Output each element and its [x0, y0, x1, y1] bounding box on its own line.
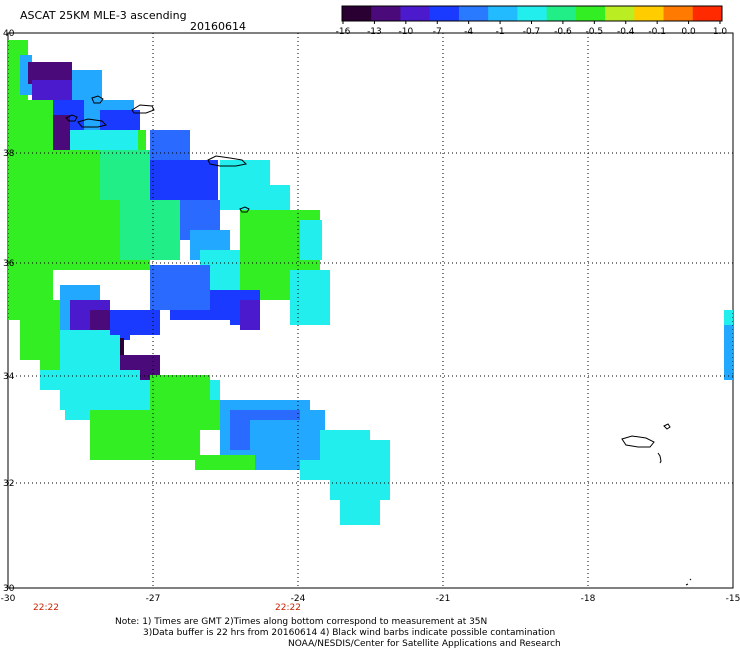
colorbar-label: -0.6: [554, 27, 572, 37]
desertas-island: [657, 452, 662, 464]
graticule: [7, 32, 734, 589]
longitude-label: -27: [146, 594, 161, 604]
longitude-label: -18: [581, 594, 596, 604]
colorbar-swatch: [517, 6, 548, 21]
pass-time-label: 22:22: [33, 603, 59, 613]
colorbar-label: -0.4: [617, 27, 635, 37]
swath-cell: [300, 220, 322, 260]
swath-cell: [65, 400, 90, 420]
azores-island-pico: [131, 104, 155, 114]
longitude-label: -24: [291, 594, 306, 604]
azores-island-sao-jorge: [65, 114, 107, 128]
swath-cell: [300, 460, 370, 480]
colorbar-swatch: [429, 6, 460, 21]
colorbar-swatch: [546, 6, 577, 21]
colorbar-swatch: [575, 6, 606, 21]
latitude-label: 38: [3, 149, 15, 159]
colorbar-label: -4: [464, 27, 473, 37]
colorbar-swatch: [663, 6, 694, 21]
colorbar-label: -10: [398, 27, 413, 37]
swath-cell: [240, 300, 260, 330]
swath-cell: [100, 150, 150, 200]
colorbar-label: -7: [433, 27, 442, 37]
footer-note-2: 3)Data buffer is 22 hrs from 20160614 4)…: [143, 628, 556, 638]
azores-island-flores: [91, 95, 104, 104]
latitude-label: 32: [3, 479, 14, 489]
footer-note-1: Note: 1) Times are GMT 2)Times along bot…: [115, 617, 488, 627]
swath-cell: [32, 80, 72, 100]
latitude-label: 36: [3, 259, 15, 269]
product-title: ASCAT 25KM MLE-3 ascending: [20, 9, 187, 22]
colorbar-label: -0.1: [648, 27, 666, 37]
product-date: 20160614: [190, 20, 246, 33]
swath-cell: [340, 490, 380, 525]
savage-island: [685, 578, 692, 586]
swath-cell: [150, 130, 190, 160]
colorbar: -16 -13 -10 -7 -4 -1 -0.7 -0.6 -0.5 -0.4 -0.1 0.0 1.…: [336, 5, 728, 37]
coastlines: [65, 95, 692, 586]
colorbar-label: 0.0: [681, 27, 696, 37]
colorbar-label: 1.0: [713, 27, 728, 37]
latitude-label: 40: [3, 29, 15, 39]
longitude-label: -21: [436, 594, 451, 604]
swath-cell: [52, 115, 70, 150]
swath-cell: [72, 70, 102, 100]
longitude-label: -15: [726, 594, 740, 604]
axis-labels: -30 -27 -24 -21 -18 -15 40 38 36 34 32 30 22:22 22:22: [1, 29, 740, 613]
colorbar-swatch: [458, 6, 489, 21]
colorbar-swatch: [634, 6, 665, 21]
swath-cell: [150, 265, 210, 310]
swath-cell: [195, 455, 255, 470]
colorbar-label: -1: [496, 27, 505, 37]
porto-santo-island: [663, 423, 671, 430]
swath-cell: [90, 410, 200, 460]
longitude-label: -30: [1, 594, 16, 604]
colorbar-swatch: [400, 6, 431, 21]
swath-cell: [138, 130, 146, 150]
colorbar-swatch: [342, 6, 372, 21]
azores-island-santa-maria: [239, 206, 250, 213]
swath-cell: [100, 110, 140, 130]
wind-data-swath: [8, 40, 733, 525]
latitude-label: 30: [3, 584, 15, 594]
latitude-label: 34: [3, 372, 15, 382]
madeira-island: [621, 435, 655, 448]
colorbar-label: -16: [336, 27, 351, 37]
swath-cell: [370, 440, 390, 490]
colorbar-label: -0.5: [586, 27, 604, 37]
pass-time-label: 22:22: [275, 603, 301, 613]
colorbar-swatch: [488, 6, 518, 21]
swath-cell: [724, 325, 733, 380]
swath-cell: [110, 310, 160, 335]
azores-island-sao-miguel: [207, 155, 248, 167]
footer-note-3: NOAA/NESDIS/Center for Satellite Applica…: [288, 639, 561, 649]
colorbar-swatch: [371, 6, 401, 21]
swath-cell: [28, 62, 72, 84]
colorbar-swatch: [692, 6, 723, 21]
colorbar-label: -0.7: [523, 27, 541, 37]
colorbar-swatch: [605, 6, 635, 21]
swath-cell: [120, 200, 180, 260]
swath-cell: [724, 310, 733, 330]
swath-cell: [290, 270, 330, 325]
colorbar-label: -13: [367, 27, 382, 37]
